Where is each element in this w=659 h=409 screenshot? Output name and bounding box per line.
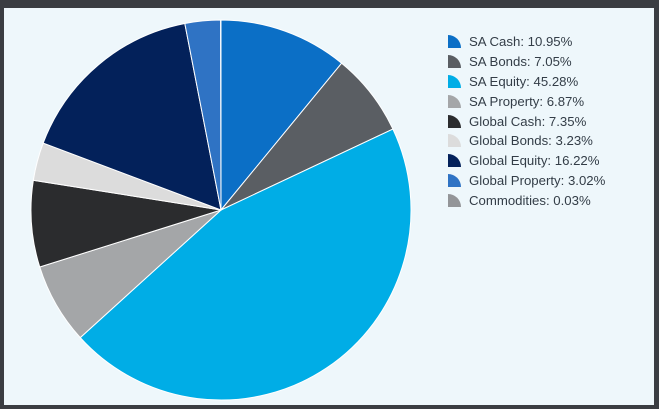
legend-label: SA Equity: 45.28%	[469, 73, 579, 89]
pie-slice-global-equity[interactable]	[42, 22, 222, 211]
legend-swatch-icon	[448, 35, 461, 49]
legend-label: SA Cash: 10.95%	[469, 34, 573, 50]
legend-label: Global Property: 3.02%	[469, 172, 606, 188]
legend-label: SA Property: 6.87%	[469, 93, 585, 109]
legend-item-commodities: Commodities: 0.03%	[448, 190, 653, 210]
legend-item-sa-bonds: SA Bonds: 7.05%	[448, 52, 653, 72]
legend-label: Global Equity: 16.22%	[469, 153, 600, 169]
legend: SA Cash: 10.95% SA Bonds: 7.05% SA Equity:…	[448, 32, 653, 210]
legend-swatch-icon	[448, 94, 461, 108]
legend-label: Global Bonds: 3.23%	[469, 133, 593, 149]
legend-item-global-bonds: Global Bonds: 3.23%	[448, 131, 653, 151]
legend-label: Global Cash: 7.35%	[469, 113, 587, 129]
legend-item-sa-equity: SA Equity: 45.28%	[448, 72, 653, 92]
legend-label: SA Bonds: 7.05%	[469, 54, 572, 70]
legend-item-global-property: Global Property: 3.02%	[448, 171, 653, 191]
legend-swatch-icon	[448, 114, 461, 128]
legend-item-global-cash: Global Cash: 7.35%	[448, 111, 653, 131]
legend-swatch-icon	[448, 193, 461, 207]
legend-swatch-icon	[448, 74, 461, 88]
legend-item-sa-property: SA Property: 6.87%	[448, 91, 653, 111]
legend-item-sa-cash: SA Cash: 10.95%	[448, 32, 653, 52]
legend-swatch-icon	[448, 134, 461, 148]
legend-swatch-icon	[448, 173, 461, 187]
pie-slice-sa-cash[interactable]	[220, 19, 343, 212]
legend-item-global-equity: Global Equity: 16.22%	[448, 151, 653, 171]
pie-slice-sa-equity[interactable]	[79, 128, 412, 401]
legend-swatch-icon	[448, 55, 461, 69]
legend-label: Commodities: 0.03%	[469, 192, 591, 208]
legend-swatch-icon	[448, 154, 461, 168]
